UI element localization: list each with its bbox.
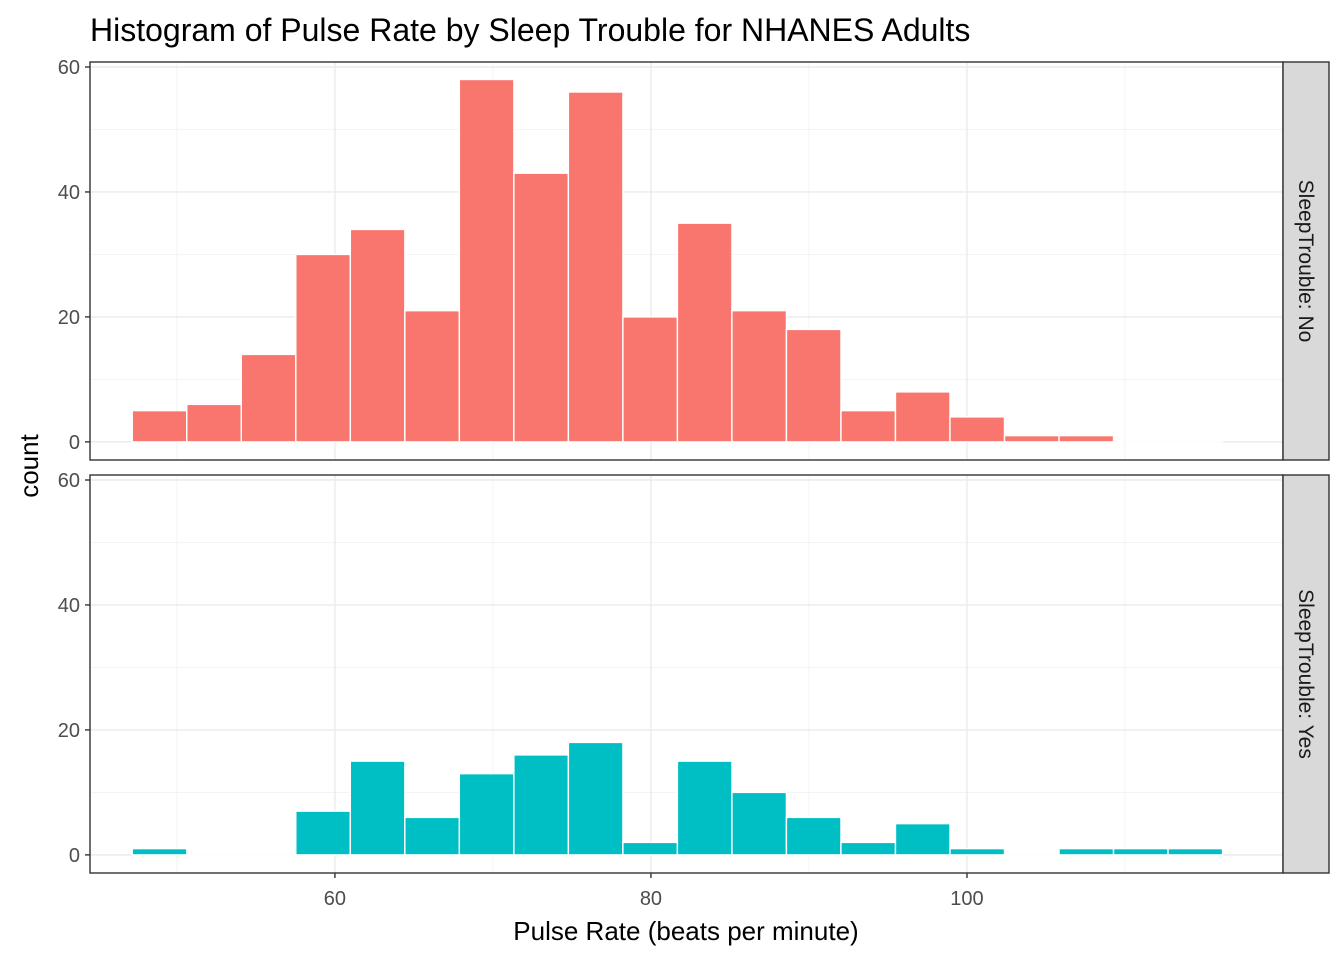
- histogram-bar: [1058, 434, 1115, 443]
- histogram-bar: [1112, 847, 1169, 856]
- histogram-bar: [513, 172, 570, 443]
- x-axis-title: Pulse Rate (beats per minute): [513, 916, 858, 946]
- y-axis-title: count: [14, 433, 44, 497]
- facet-strip-label: SleepTrouble: No: [1294, 180, 1317, 343]
- histogram-bar: [622, 316, 679, 443]
- histogram-bar: [349, 228, 406, 443]
- facet-strip-label: SleepTrouble: Yes: [1294, 589, 1317, 759]
- histogram-bar: [458, 772, 515, 856]
- histogram-bar: [240, 353, 297, 443]
- histogram-bar: [1003, 434, 1060, 443]
- histogram-bar: [731, 309, 788, 443]
- histogram-bar: [458, 78, 515, 443]
- y-tick-label: 0: [69, 845, 80, 867]
- histogram-bar: [731, 791, 788, 856]
- facet-strip: [1282, 61, 1330, 461]
- histogram-bar: [131, 409, 188, 443]
- histogram-bar: [949, 847, 1006, 856]
- histogram-bar: [404, 309, 461, 443]
- histogram-bar: [295, 253, 352, 443]
- facet-panel-2: SleepTrouble: Yes 0 20 40 60 60 80 100: [58, 470, 1330, 910]
- y-tick-label: 0: [69, 432, 80, 454]
- histogram-bar: [894, 391, 951, 443]
- histogram-bar: [349, 760, 406, 856]
- histogram-bar: [785, 816, 842, 856]
- histogram-bar: [1058, 847, 1115, 856]
- histogram-bar: [1167, 847, 1224, 856]
- chart-title: Histogram of Pulse Rate by Sleep Trouble…: [90, 12, 970, 48]
- histogram-bar: [295, 810, 352, 856]
- histogram-bar: [567, 91, 624, 443]
- histogram-bar: [840, 841, 897, 856]
- histogram-bar: [949, 416, 1006, 443]
- histogram-bar: [622, 841, 679, 856]
- facet-strip: [1282, 474, 1330, 874]
- histogram-bar: [186, 403, 242, 443]
- histogram-bar: [785, 328, 842, 443]
- histogram-bar: [840, 409, 897, 443]
- x-tick-label: 80: [640, 888, 662, 910]
- y-tick-label: 20: [58, 307, 80, 329]
- y-tick-label: 20: [58, 720, 80, 742]
- y-tick-label: 60: [58, 470, 80, 492]
- histogram-bar: [676, 222, 733, 443]
- histogram-bar: [404, 816, 461, 856]
- x-tick-label: 100: [950, 888, 983, 910]
- histogram-bar: [131, 847, 188, 856]
- histogram-bar: [676, 760, 733, 856]
- x-tick-label: 60: [324, 888, 346, 910]
- histogram-bar: [567, 741, 624, 856]
- histogram-bar: [894, 822, 951, 856]
- y-tick-label: 60: [58, 57, 80, 79]
- facet-panel-1: SleepTrouble: No 0 20 40 60: [58, 57, 1330, 461]
- histogram-bar: [513, 754, 570, 856]
- y-tick-label: 40: [58, 182, 80, 204]
- y-tick-label: 40: [58, 595, 80, 617]
